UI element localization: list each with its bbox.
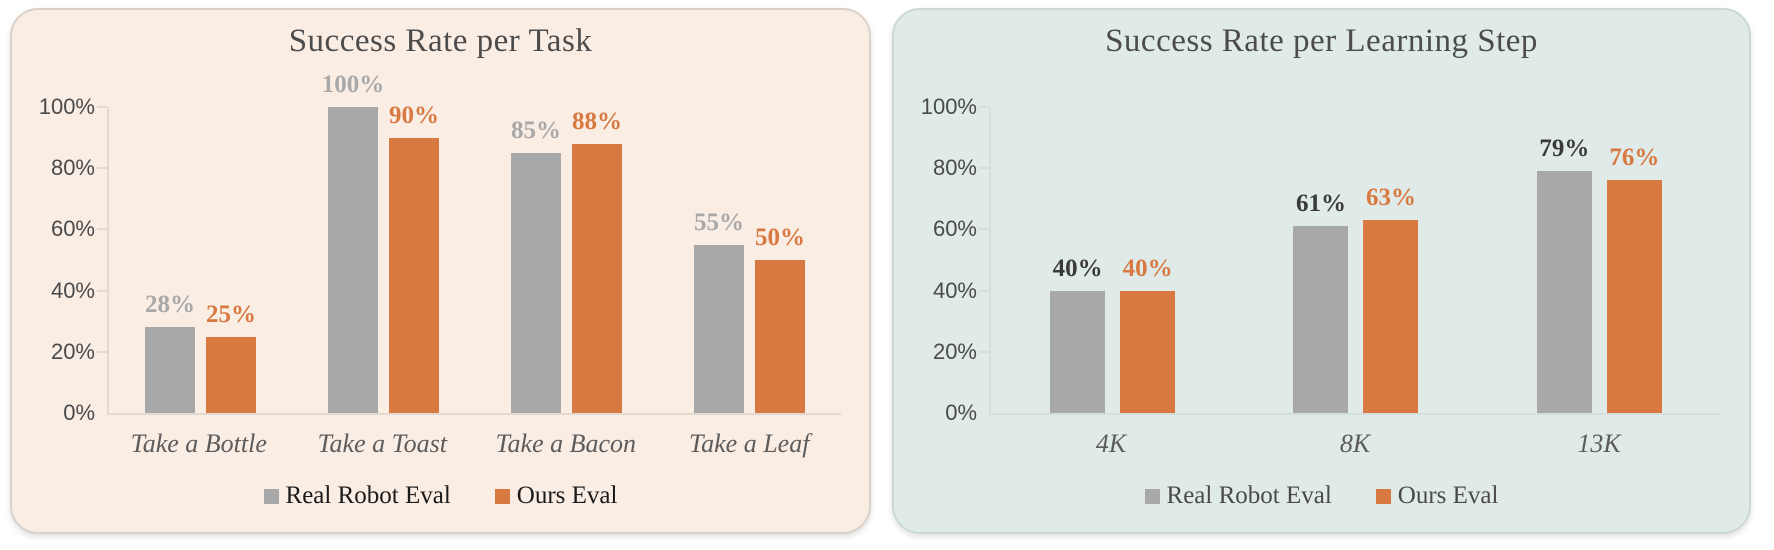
y-axis-tick-mark xyxy=(97,228,107,231)
y-axis-tick-label: 20% xyxy=(932,338,977,364)
category-label: Take a Bottle xyxy=(130,429,267,458)
y-axis-tick-mark xyxy=(97,289,107,292)
bar: 63% xyxy=(1363,184,1419,413)
legend-label: Real Robot Eval xyxy=(1166,482,1332,509)
legend-swatch-icon xyxy=(1144,488,1160,504)
bar: 28% xyxy=(145,291,195,413)
plot-area: 100% 80% 60% 40% 20% 0% 28% 25% 100% 90% 85% 88% 55%… xyxy=(39,71,841,425)
bar-group: 28% 25% xyxy=(109,107,292,413)
bar-value-label: 50% xyxy=(755,224,805,251)
bar-group: 55% 50% xyxy=(658,107,841,413)
y-axis-tick-label: 100% xyxy=(38,94,95,119)
bar-value-label: 85% xyxy=(511,116,561,144)
bar-value-label: 63% xyxy=(1365,184,1416,212)
y-axis-tick-label: 80% xyxy=(932,155,977,181)
bar-value-label: 100% xyxy=(321,71,385,98)
chart-title: Success Rate per Learning Step xyxy=(1105,23,1538,59)
y-axis-tick-label: 40% xyxy=(50,277,95,303)
y-axis-tick-label: 80% xyxy=(50,155,95,181)
bar-group: 61% 63% xyxy=(1234,107,1477,413)
bar: 40% xyxy=(1050,255,1106,413)
category-axis: Take a Bottle Take a Toast Take a Bacon Tak… xyxy=(107,429,841,459)
bar: 76% xyxy=(1606,144,1662,413)
success-rate-per-learning-step-panel: Success Rate per Learning Step 100% 80% 60… xyxy=(892,8,1751,534)
y-axis-tick-label: 100% xyxy=(920,94,977,119)
y-axis-tick-mark xyxy=(97,106,107,108)
y-axis-tick-mark xyxy=(979,106,989,108)
bar-value-label: 40% xyxy=(1122,254,1173,282)
bar: 100% xyxy=(322,71,384,413)
legend-item: Real Robot Eval xyxy=(263,482,451,510)
legend: Real Robot Eval Ours Eval xyxy=(894,482,1749,510)
legend-label: Ours Eval xyxy=(1397,482,1499,509)
bar-group: 100% 90% xyxy=(292,71,475,413)
success-rate-per-task-panel: Success Rate per Task 100% 80% 60% 40% 20% 0%… xyxy=(10,8,871,534)
plot-area: 100% 80% 60% 40% 20% 0% 40% 40% 61% 63% 79% 76% xyxy=(921,94,1721,425)
bar-group: 40% 40% xyxy=(991,107,1234,413)
y-axis-tick-mark xyxy=(97,350,107,353)
bar-value-label: 61% xyxy=(1295,190,1346,218)
legend-swatch-icon xyxy=(494,488,510,504)
legend: Real Robot Eval Ours Eval xyxy=(12,482,869,510)
bar-value-label: 90% xyxy=(389,101,439,129)
bar-value-label: 25% xyxy=(206,300,256,328)
bar: 55% xyxy=(694,209,744,413)
bar-value-label: 40% xyxy=(1052,254,1103,282)
legend-swatch-icon xyxy=(1375,488,1391,504)
y-axis-tick-label: 0% xyxy=(63,400,95,425)
bar-group: 85% 88% xyxy=(475,107,658,413)
y-axis-tick-mark xyxy=(979,167,989,170)
legend-item: Ours Eval xyxy=(1375,482,1499,510)
bar-value-label: 88% xyxy=(572,107,622,135)
legend-label: Ours Eval xyxy=(516,482,618,509)
bar: 79% xyxy=(1536,135,1592,413)
legend-label: Real Robot Eval xyxy=(285,482,451,509)
category-label: Take a Leaf xyxy=(689,429,810,458)
y-axis-tick-mark xyxy=(979,228,989,231)
legend-item: Ours Eval xyxy=(494,482,618,510)
y-axis-tick-mark xyxy=(97,167,107,170)
bar: 88% xyxy=(572,108,622,413)
bar: 90% xyxy=(389,102,439,413)
category-label: 8K xyxy=(1339,429,1371,458)
category-label: Take a Toast xyxy=(317,429,448,458)
bar: 85% xyxy=(511,117,561,413)
bar: 40% xyxy=(1120,255,1176,413)
category-label: 4K xyxy=(1095,429,1127,458)
category-axis: 4K 8K 13K xyxy=(989,429,1721,459)
bar-group: 79% 76% xyxy=(1478,107,1721,413)
y-axis-tick-label: 60% xyxy=(50,216,95,242)
y-axis-tick-label: 60% xyxy=(932,216,977,242)
bar: 61% xyxy=(1293,190,1349,413)
bar: 50% xyxy=(755,224,805,413)
bar: 25% xyxy=(206,301,256,413)
y-axis-tick-mark xyxy=(979,350,989,353)
y-axis-tick-mark xyxy=(979,289,989,292)
bar-value-label: 28% xyxy=(145,291,195,319)
legend-swatch-icon xyxy=(263,488,279,504)
y-axis-tick-label: 20% xyxy=(50,338,95,364)
category-label: 13K xyxy=(1577,429,1621,458)
bar-value-label: 79% xyxy=(1539,135,1590,163)
legend-item: Real Robot Eval xyxy=(1144,482,1332,510)
y-axis-tick-label: 40% xyxy=(932,277,977,303)
bar-value-label: 55% xyxy=(694,208,744,236)
bar-value-label: 76% xyxy=(1609,144,1660,172)
category-label: Take a Bacon xyxy=(495,429,637,458)
chart-title: Success Rate per Task xyxy=(288,23,593,59)
y-axis-tick-label: 0% xyxy=(945,400,977,425)
